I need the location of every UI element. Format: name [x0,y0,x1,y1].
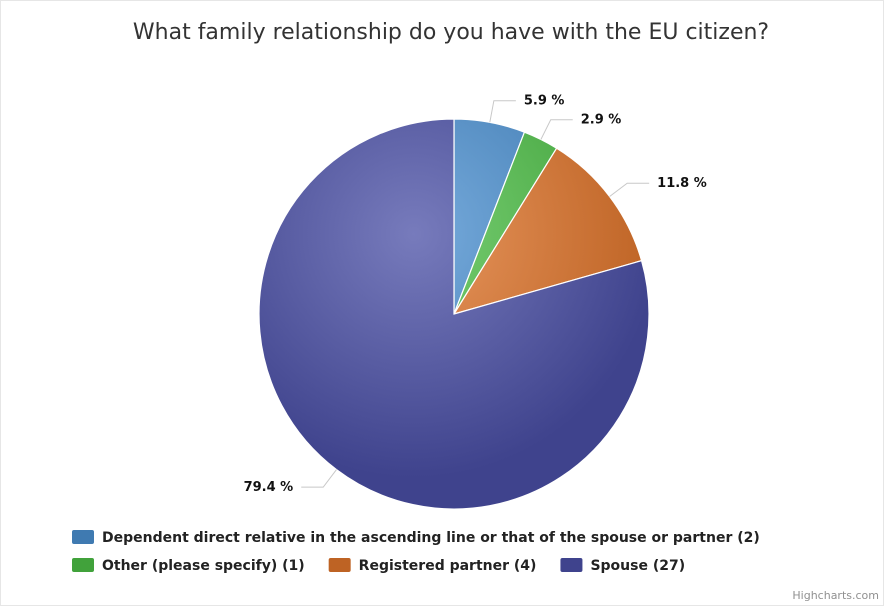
data-label-other-please-specify: 2.9 % [581,113,622,128]
pie-slices [258,118,650,510]
label-connector [301,469,337,488]
legend-swatch [72,530,94,544]
pie-slice-registered-partner[interactable] [452,147,643,316]
data-label-registered-partner: 11.8 % [657,176,707,191]
data-label-spouse: 79.4 % [244,480,294,495]
legend-label: Dependent direct relative in the ascendi… [102,530,760,546]
label-connector [540,119,573,140]
legend-label: Other (please specify) (1) [102,558,305,574]
legend-label: Spouse (27) [590,558,685,574]
label-connector [489,100,516,123]
legend-swatch [560,558,583,572]
legend-item-spouse[interactable]: Spouse (27) [560,558,685,574]
legend-item-dependent-direct-relative-in-the-ascending-line-or-that-of-the-spouse-or-partner[interactable]: Dependent direct relative in the ascendi… [72,530,760,546]
legend-swatch [72,558,94,572]
legend: Dependent direct relative in the ascendi… [72,530,760,574]
credits-link[interactable]: Highcharts.com [792,589,879,602]
legend-label: Registered partner (4) [359,558,537,574]
data-labels: 5.9 % 2.9 % 11.8 % 79.4 % [244,94,707,495]
legend-swatch [328,558,351,572]
data-label-dependent-direct-relative-in-the-ascending-line-or-that-of-the-spouse-or-partner: 5.9 % [524,94,565,109]
legend-item-registered-partner[interactable]: Registered partner (4) [328,558,537,574]
legend-item-other-please-specify[interactable]: Other (please specify) (1) [72,558,305,574]
chart-title: What family relationship do you have wit… [133,20,769,45]
label-connector [609,182,650,197]
